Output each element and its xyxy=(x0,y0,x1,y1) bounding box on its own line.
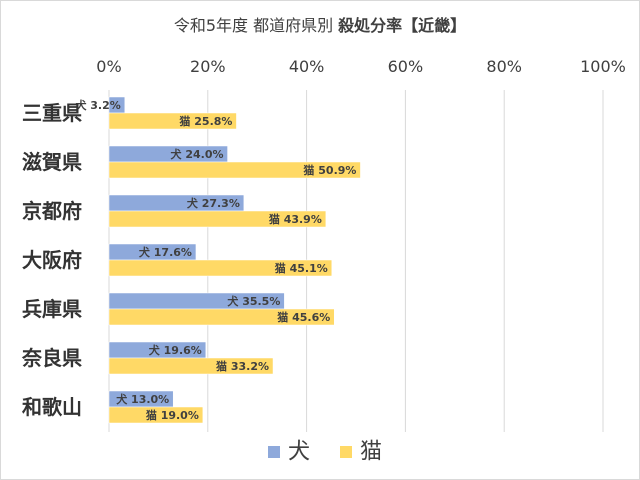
data-label: 犬 24.0% xyxy=(171,147,224,161)
legend-swatch-猫 xyxy=(340,446,352,458)
legend: 犬猫 xyxy=(268,440,382,465)
data-label-series: 猫 xyxy=(146,408,157,422)
bar-猫-三重県 xyxy=(108,112,237,130)
bar-猫-大阪府 xyxy=(108,259,333,277)
data-label-value: 3.2% xyxy=(90,99,121,112)
data-label-value: 33.2% xyxy=(231,360,269,373)
data-label: 猫 45.6% xyxy=(277,310,330,324)
legend-label: 犬 xyxy=(288,440,310,465)
bar-猫-滋賀県 xyxy=(108,161,361,179)
data-label-value: 13.0% xyxy=(131,393,169,406)
bar-猫-兵庫県 xyxy=(108,308,335,326)
category-label: 和歌山 xyxy=(22,395,82,419)
data-label: 犬 3.2% xyxy=(75,98,120,112)
data-label-value: 27.3% xyxy=(202,197,240,210)
data-label: 猫 25.8% xyxy=(179,114,232,128)
chart-title-emphasis: 殺処分率【近畿】 xyxy=(337,16,466,35)
bar-猫-奈良県 xyxy=(108,357,274,375)
data-label: 犬 13.0% xyxy=(116,392,169,406)
data-label: 犬 19.6% xyxy=(149,343,202,357)
data-label-value: 45.6% xyxy=(292,311,330,324)
data-label-series: 犬 xyxy=(139,245,151,259)
data-label-value: 43.9% xyxy=(284,213,322,226)
category-label: 兵庫県 xyxy=(22,297,82,321)
legend-label: 猫 xyxy=(360,440,382,465)
chart-title: 令和5年度 都道府県別 殺処分率【近畿】 xyxy=(174,16,466,35)
data-label: 犬 17.6% xyxy=(139,245,192,259)
bar-猫-和歌山 xyxy=(108,406,204,424)
data-label-value: 19.6% xyxy=(164,344,202,357)
data-label: 犬 27.3% xyxy=(187,196,240,210)
data-label-series: 猫 xyxy=(269,212,280,226)
legend-swatch-犬 xyxy=(268,446,280,458)
x-tick-label: 20% xyxy=(190,57,226,76)
data-label: 猫 45.1% xyxy=(275,261,328,275)
category-label: 京都府 xyxy=(22,199,82,223)
data-label: 猫 33.2% xyxy=(216,359,269,373)
x-tick-label: 0% xyxy=(96,57,121,76)
data-label-value: 50.9% xyxy=(318,164,356,177)
data-label-series: 猫 xyxy=(179,114,190,128)
data-label-series: 猫 xyxy=(303,163,314,177)
bar-猫-京都府 xyxy=(108,210,327,228)
x-tick-label: 80% xyxy=(486,57,522,76)
category-label: 三重県 xyxy=(22,101,82,125)
x-tick-label: 40% xyxy=(289,57,325,76)
data-label-series: 犬 xyxy=(149,343,161,357)
x-tick-label: 60% xyxy=(388,57,424,76)
data-label-series: 猫 xyxy=(275,261,286,275)
data-label-value: 19.0% xyxy=(161,409,199,422)
data-label-value: 45.1% xyxy=(290,262,328,275)
data-label-series: 犬 xyxy=(75,98,87,112)
category-label: 滋賀県 xyxy=(22,150,82,174)
x-tick-label: 100% xyxy=(580,57,626,76)
data-label-series: 犬 xyxy=(116,392,128,406)
data-label-series: 猫 xyxy=(216,359,227,373)
data-label-series: 犬 xyxy=(187,196,199,210)
data-label-value: 17.6% xyxy=(154,246,192,259)
data-label: 猫 43.9% xyxy=(269,212,322,226)
data-label: 犬 35.5% xyxy=(227,294,280,308)
category-label: 大阪府 xyxy=(22,248,82,272)
chart-title-prefix: 令和5年度 都道府県別 xyxy=(174,16,338,35)
data-label: 猫 19.0% xyxy=(146,408,199,422)
bars: 犬 3.2% 猫 25.8% 犬 24.0% 猫 50.9% 犬 27.3% 猫 43.9… xyxy=(75,96,361,424)
data-label-series: 猫 xyxy=(277,310,288,324)
data-label-value: 25.8% xyxy=(194,115,232,128)
data-label: 猫 50.9% xyxy=(303,163,356,177)
data-label-value: 24.0% xyxy=(185,148,223,161)
category-label: 奈良県 xyxy=(21,346,82,370)
x-axis-ticks: 0% 20% 40% 60% 80% 100% xyxy=(96,57,626,76)
data-label-series: 犬 xyxy=(227,294,239,308)
data-label-value: 35.5% xyxy=(242,295,280,308)
data-label-series: 犬 xyxy=(171,147,183,161)
